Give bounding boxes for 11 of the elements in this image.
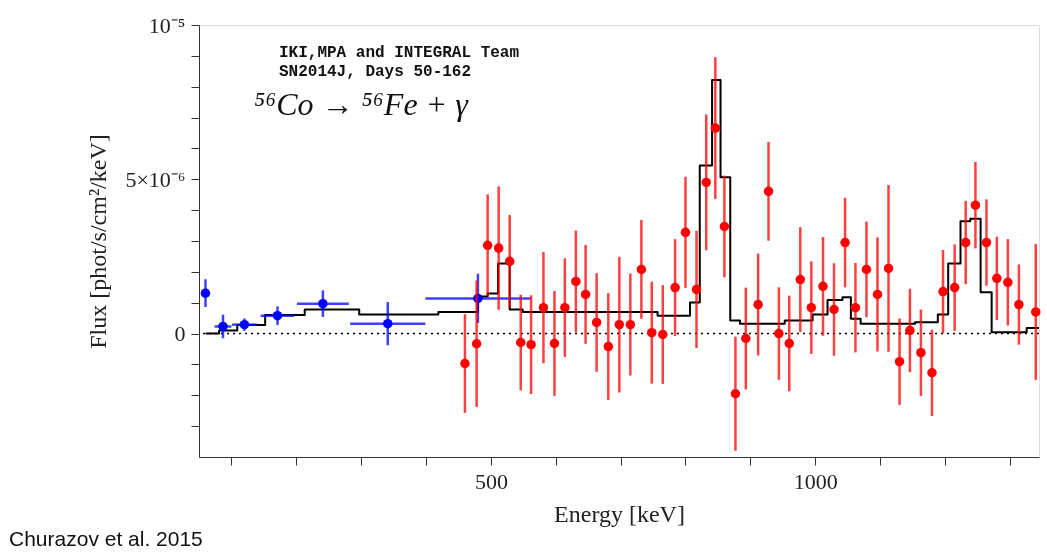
y-axis-title: Flux [phot/s/cm²/keV]: [85, 134, 112, 349]
y-tick-label: 5×10⁻⁶: [125, 166, 186, 192]
annotation: IKI,MPA and INTEGRAL Team: [279, 44, 520, 62]
text: Churazov et al. 2015: [9, 527, 203, 550]
x-tick-label: 500: [474, 468, 508, 494]
x-tick-label: 1000: [793, 468, 838, 494]
y-tick-label: 10⁻⁵: [148, 12, 186, 38]
annotation: ⁵⁶Co → ⁵⁶Fe + γ: [254, 86, 470, 122]
y-tick-label: 0: [174, 321, 186, 347]
x-axis-title: Energy [keV]: [554, 500, 685, 527]
annotation: SN2014J, Days 50-162: [279, 63, 472, 81]
